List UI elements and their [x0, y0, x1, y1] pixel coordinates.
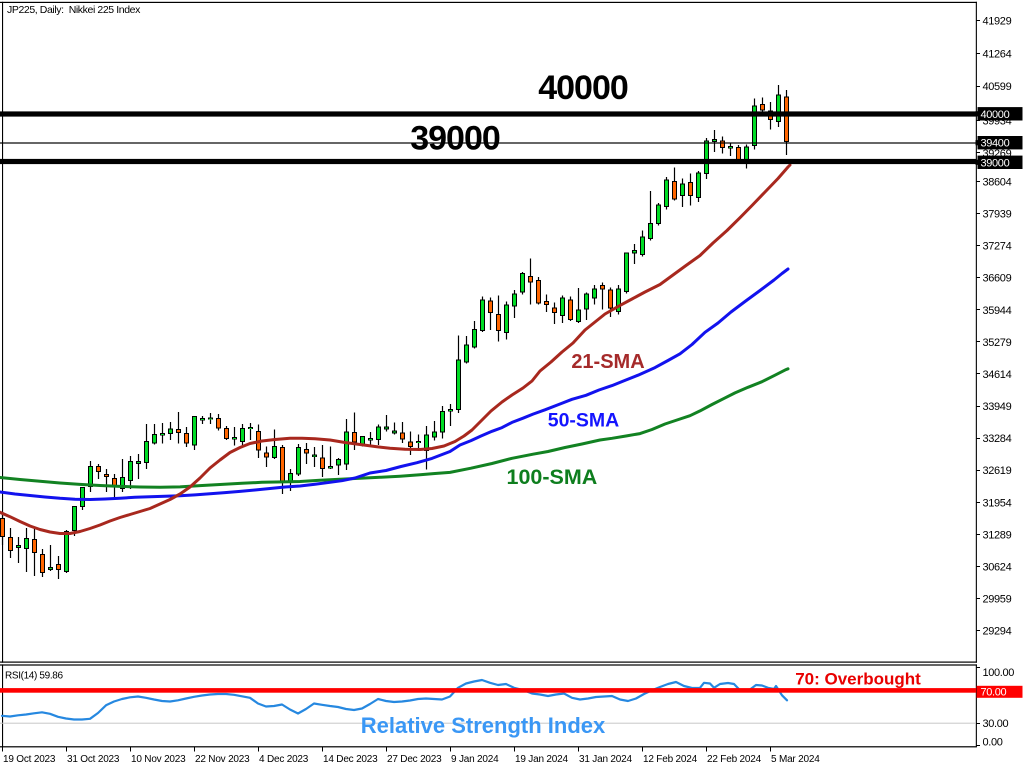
svg-text:JP225, Daily: Nikkei 225 Inde: JP225, Daily: Nikkei 225 Index — [7, 4, 141, 16]
svg-text:70: Overbought: 70: Overbought — [795, 670, 921, 689]
svg-text:50-SMA: 50-SMA — [548, 410, 620, 432]
svg-text:39400: 39400 — [981, 138, 1010, 150]
svg-text:36609: 36609 — [983, 273, 1012, 285]
svg-text:40000: 40000 — [538, 69, 628, 107]
svg-text:40000: 40000 — [981, 109, 1010, 121]
svg-text:41264: 41264 — [983, 48, 1012, 60]
svg-text:33949: 33949 — [983, 401, 1012, 413]
svg-text:37274: 37274 — [983, 241, 1012, 253]
svg-text:21-SMA: 21-SMA — [571, 351, 644, 373]
svg-text:32619: 32619 — [983, 465, 1012, 477]
svg-text:40599: 40599 — [983, 81, 1012, 93]
svg-text:33284: 33284 — [983, 433, 1012, 445]
svg-text:31289: 31289 — [983, 529, 1012, 541]
svg-text:37939: 37939 — [983, 209, 1012, 221]
svg-text:35944: 35944 — [983, 305, 1012, 317]
svg-text:31954: 31954 — [983, 497, 1012, 509]
svg-text:0.00: 0.00 — [983, 737, 1003, 749]
svg-text:31 Oct 2023: 31 Oct 2023 — [67, 754, 120, 765]
svg-text:22 Feb 2024: 22 Feb 2024 — [707, 754, 762, 765]
svg-text:39000: 39000 — [981, 157, 1010, 169]
svg-text:100.00: 100.00 — [983, 667, 1015, 679]
svg-text:30624: 30624 — [983, 561, 1012, 573]
svg-text:4 Dec 2023: 4 Dec 2023 — [259, 754, 309, 765]
svg-text:30.00: 30.00 — [983, 718, 1009, 730]
svg-text:34614: 34614 — [983, 369, 1012, 381]
svg-text:12 Feb 2024: 12 Feb 2024 — [643, 754, 698, 765]
svg-text:38604: 38604 — [983, 176, 1012, 188]
svg-text:19 Jan 2024: 19 Jan 2024 — [515, 754, 568, 765]
svg-text:9 Jan 2024: 9 Jan 2024 — [451, 754, 499, 765]
svg-text:19 Oct 2023: 19 Oct 2023 — [3, 754, 56, 765]
svg-text:27 Dec 2023: 27 Dec 2023 — [387, 754, 442, 765]
svg-text:14 Dec 2023: 14 Dec 2023 — [323, 754, 378, 765]
svg-text:29294: 29294 — [983, 626, 1012, 638]
svg-text:29959: 29959 — [983, 594, 1012, 606]
svg-text:41929: 41929 — [983, 16, 1012, 28]
svg-text:39000: 39000 — [410, 120, 500, 158]
svg-text:RSI(14) 59.86: RSI(14) 59.86 — [5, 671, 63, 682]
svg-text:5 Mar 2024: 5 Mar 2024 — [771, 754, 820, 765]
svg-text:Relative Strength Index: Relative Strength Index — [361, 713, 606, 738]
svg-text:31 Jan 2024: 31 Jan 2024 — [579, 754, 632, 765]
svg-text:35279: 35279 — [983, 337, 1012, 349]
svg-text:22 Nov 2023: 22 Nov 2023 — [195, 754, 250, 765]
svg-text:10 Nov 2023: 10 Nov 2023 — [131, 754, 186, 765]
svg-text:100-SMA: 100-SMA — [507, 465, 598, 489]
svg-text:70.00: 70.00 — [981, 686, 1007, 698]
